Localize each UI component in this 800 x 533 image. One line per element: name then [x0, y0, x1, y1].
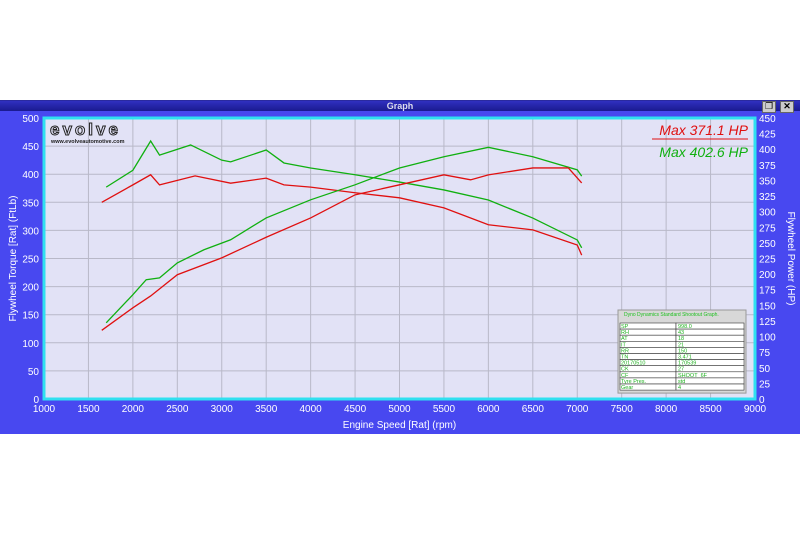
info-value: 18: [678, 336, 684, 342]
window-title: Graph: [0, 101, 800, 111]
power-line: [101, 167, 583, 331]
y2-tick-label: 50: [759, 364, 771, 375]
torque-line: [101, 173, 583, 256]
info-key: RH: [621, 330, 629, 336]
x-tick-label: 3000: [211, 404, 234, 415]
x-tick-label: 4000: [300, 404, 323, 415]
y2-tick-label: 75: [759, 348, 771, 359]
info-key: 20170510: [621, 361, 645, 367]
info-cell: [619, 322, 677, 330]
max-hp-label: Max 371.1 HP: [659, 122, 748, 138]
info-value: 27: [678, 367, 684, 373]
info-table-header: Dyno Dynamics Standard Shootout Graph.: [624, 312, 719, 318]
info-cell: [675, 365, 745, 373]
x-tick-label: 8500: [699, 404, 722, 415]
y2-tick-label: 275: [759, 223, 776, 234]
y2-tick-label: 150: [759, 301, 776, 312]
y2-tick-label: 300: [759, 208, 776, 219]
info-value: 3.471: [678, 355, 692, 361]
info-key: RR: [621, 348, 629, 354]
plot-border: [42, 116, 757, 401]
y2-tick-label: 450: [759, 114, 776, 125]
y-tick-label: 50: [28, 367, 40, 378]
torque-line: [105, 139, 583, 249]
info-value: 21: [678, 342, 684, 348]
info-key: TN: [621, 355, 628, 361]
info-key: Gear: [621, 385, 633, 391]
info-cell: [619, 371, 677, 379]
x-tick-label: 6000: [477, 404, 500, 415]
max-hp-label: Max 402.6 HP: [659, 144, 748, 160]
y2-tick-label: 425: [759, 130, 776, 141]
info-value: std: [678, 379, 685, 385]
info-value: 150: [678, 348, 687, 354]
info-cell: [619, 334, 677, 342]
info-cell: [675, 334, 745, 342]
power-line: [105, 146, 583, 324]
x-tick-label: 6500: [522, 404, 545, 415]
y-tick-label: 500: [22, 114, 39, 125]
y2-tick-label: 350: [759, 176, 776, 187]
restore-icon[interactable]: ❐: [762, 101, 776, 113]
y2-tick-label: 225: [759, 255, 776, 266]
x-tick-label: 1000: [33, 404, 56, 415]
y2-tick-label: 0: [759, 395, 765, 406]
info-value: 170539: [678, 361, 696, 367]
y2-tick-label: 325: [759, 192, 776, 203]
info-value: 4: [678, 385, 681, 391]
y-tick-label: 350: [22, 198, 39, 209]
x-tick-label: 7000: [566, 404, 589, 415]
info-key: SP: [621, 324, 629, 330]
x-tick-label: 2000: [122, 404, 145, 415]
x-tick-label: 4500: [344, 404, 367, 415]
y2-tick-label: 200: [759, 270, 776, 281]
x-tick-label: 2500: [166, 404, 189, 415]
y-tick-label: 300: [22, 226, 39, 237]
close-icon[interactable]: ✕: [780, 101, 794, 113]
y2-tick-label: 25: [759, 379, 771, 390]
info-key: CF: [621, 373, 629, 379]
x-tick-label: 8000: [655, 404, 678, 415]
y2-tick-label: 175: [759, 286, 776, 297]
info-value: 43: [678, 330, 684, 336]
info-cell: [675, 328, 745, 336]
y-axis-label: Flywheel Torque [Rat] (FtLb): [8, 196, 19, 322]
info-key: Tyre Pres.: [621, 379, 647, 385]
y-tick-label: 200: [22, 283, 39, 294]
x-tick-label: 9000: [744, 404, 767, 415]
x-axis-label: Engine Speed [Rat] (rpm): [343, 420, 456, 431]
y2-tick-label: 100: [759, 333, 776, 344]
info-key: IT: [621, 342, 627, 348]
info-cell: [675, 377, 745, 385]
info-cell: [619, 340, 677, 348]
x-tick-label: 1500: [77, 404, 100, 415]
y-tick-label: 0: [33, 395, 39, 406]
evolve-logo: evolve: [50, 120, 121, 139]
info-key: CK: [621, 367, 629, 373]
y2-tick-label: 250: [759, 239, 776, 250]
x-tick-label: 3500: [255, 404, 278, 415]
info-value: SHOOT_6F: [678, 373, 708, 379]
y2-axis-label: Flywheel Power (HP): [785, 212, 796, 306]
x-tick-label: 5500: [433, 404, 456, 415]
y2-tick-label: 400: [759, 145, 776, 156]
logo-url: www.evolveautomotive.com: [50, 139, 125, 145]
info-cell: [675, 383, 745, 391]
y-tick-label: 400: [22, 170, 39, 181]
info-value: 998.0: [678, 324, 692, 330]
y-tick-label: 250: [22, 255, 39, 266]
y2-tick-label: 125: [759, 317, 776, 328]
info-cell: [619, 353, 677, 360]
y-tick-label: 450: [22, 142, 39, 153]
x-tick-label: 7500: [611, 404, 634, 415]
info-cell: [675, 340, 745, 348]
y2-tick-label: 375: [759, 161, 776, 172]
y-tick-label: 150: [22, 311, 39, 322]
info-key: AT: [621, 336, 628, 342]
x-tick-label: 5000: [388, 404, 411, 415]
y-tick-label: 100: [22, 339, 39, 350]
